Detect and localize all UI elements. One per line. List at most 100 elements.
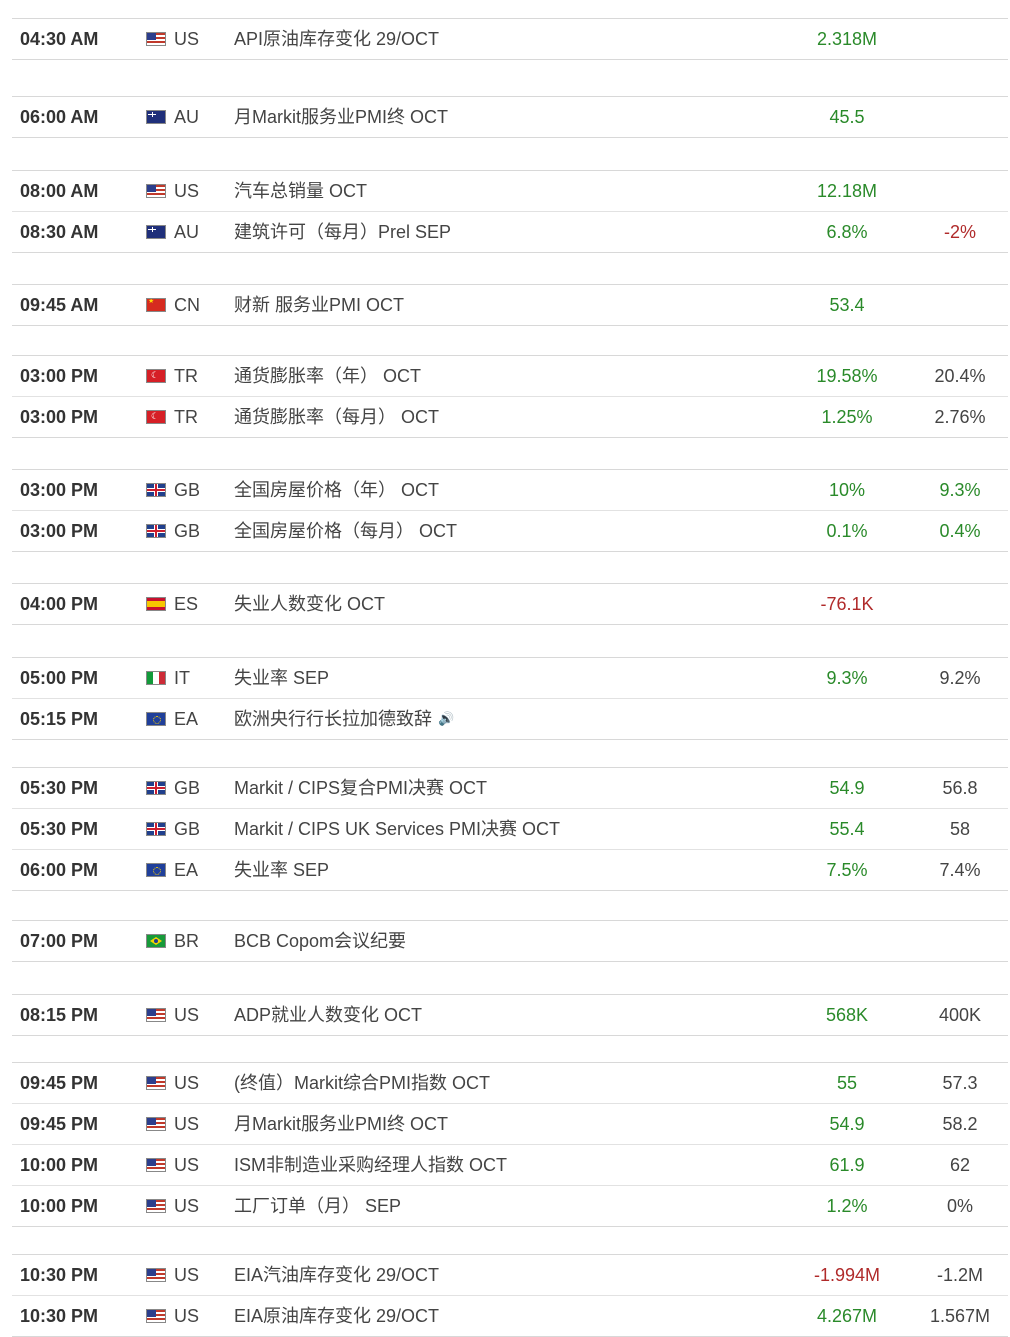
cn-flag-icon xyxy=(146,298,166,312)
event-name[interactable]: 欧洲央行行长拉加德致辞 🔊 xyxy=(234,699,454,739)
event-row[interactable]: 08:30 AM AU 建筑许可（每月）Prel SEP 6.8% -2% xyxy=(12,211,1008,253)
previous-value xyxy=(912,97,1008,137)
event-row[interactable]: 05:15 PM EA 欧洲央行行长拉加德致辞 🔊 xyxy=(12,698,1008,740)
event-time: 03:00 PM xyxy=(20,366,99,386)
event-name-text: 通货膨胀率（每月） OCT xyxy=(234,407,439,427)
event-name[interactable]: 工厂订单（月） SEP xyxy=(234,1186,401,1226)
country-code: US xyxy=(174,1005,200,1025)
country-code: TR xyxy=(174,366,198,386)
event-name-text: (终值）Markit综合PMI指数 OCT xyxy=(234,1073,490,1093)
event-row[interactable]: 06:00 AM AU 月Markit服务业PMI终 OCT 45.5 xyxy=(12,96,1008,138)
event-name-text: 工厂订单（月） SEP xyxy=(234,1196,402,1216)
event-name[interactable]: 失业率 SEP xyxy=(234,658,329,698)
event-name[interactable]: ADP就业人数变化 OCT xyxy=(234,995,422,1035)
event-row[interactable]: 10:00 PM US 工厂订单（月） SEP 1.2% 0% xyxy=(12,1185,1008,1227)
event-time: 04:00 PM xyxy=(20,594,99,614)
event-name[interactable]: ISM非制造业采购经理人指数 OCT xyxy=(234,1145,507,1185)
event-name-text: ISM非制造业采购经理人指数 OCT xyxy=(234,1155,507,1175)
event-name-text: 失业率 SEP xyxy=(234,860,330,880)
event-name[interactable]: 全国房屋价格（年） OCT xyxy=(234,470,439,510)
event-name[interactable]: 财新 服务业PMI OCT xyxy=(234,285,404,325)
country-code: US xyxy=(174,1265,200,1285)
country-code: US xyxy=(174,29,200,49)
actual-value: 9.3% xyxy=(826,668,868,688)
previous-value: 0.4% xyxy=(939,521,981,541)
event-name[interactable]: (终值）Markit综合PMI指数 OCT xyxy=(234,1063,490,1103)
event-name[interactable]: Markit / CIPS复合PMI决赛 OCT xyxy=(234,768,487,808)
country-code: AU xyxy=(174,107,200,127)
previous-value: 0% xyxy=(946,1196,973,1216)
au-flag-icon xyxy=(146,225,166,239)
actual-value: 61.9 xyxy=(829,1155,865,1175)
event-row[interactable]: 09:45 AM CN 财新 服务业PMI OCT 53.4 xyxy=(12,284,1008,326)
event-row[interactable]: 04:00 PM ES 失业人数变化 OCT -76.1K xyxy=(12,583,1008,625)
tr-flag-icon xyxy=(146,369,166,383)
it-flag-icon xyxy=(146,671,166,685)
event-time: 04:30 AM xyxy=(20,29,99,49)
event-row[interactable]: 03:00 PM TR 通货膨胀率（年） OCT 19.58% 20.4% xyxy=(12,355,1008,397)
actual-value: -76.1K xyxy=(820,594,874,614)
actual-value: 12.18M xyxy=(816,181,878,201)
previous-value: -2% xyxy=(943,222,976,242)
gb-flag-icon xyxy=(146,822,166,836)
event-name[interactable]: Markit / CIPS UK Services PMI决赛 OCT xyxy=(234,809,560,849)
event-name[interactable]: 全国房屋价格（每月） OCT xyxy=(234,511,457,551)
event-row[interactable]: 05:30 PM GB Markit / CIPS UK Services PMI决… xyxy=(12,808,1008,850)
event-row[interactable]: 03:00 PM TR 通货膨胀率（每月） OCT 1.25% 2.76% xyxy=(12,396,1008,438)
event-row[interactable]: 07:00 PM BR BCB Copom会议纪要 xyxy=(12,920,1008,962)
actual-value: 54.9 xyxy=(829,778,865,798)
us-flag-icon xyxy=(146,1309,166,1323)
gb-flag-icon xyxy=(146,483,166,497)
event-time: 08:30 AM xyxy=(20,222,99,242)
actual-value: 1.25% xyxy=(821,407,873,427)
event-name[interactable]: EIA原油库存变化 29/OCT xyxy=(234,1296,439,1336)
event-name[interactable]: API原油库存变化 29/OCT xyxy=(234,19,439,59)
event-name[interactable]: 通货膨胀率（年） OCT xyxy=(234,356,421,396)
event-name[interactable]: 建筑许可（每月）Prel SEP xyxy=(234,212,451,252)
event-row[interactable]: 08:00 AM US 汽车总销量 OCT 12.18M xyxy=(12,170,1008,212)
event-row[interactable]: 10:30 PM US EIA汽油库存变化 29/OCT -1.994M -1.2M xyxy=(12,1254,1008,1296)
gb-flag-icon xyxy=(146,781,166,795)
event-row[interactable]: 09:45 PM US (终值）Markit综合PMI指数 OCT 55 57.3 xyxy=(12,1062,1008,1104)
event-name-text: Markit / CIPS复合PMI决赛 OCT xyxy=(234,778,488,798)
event-row[interactable]: 09:45 PM US 月Markit服务业PMI终 OCT 54.9 58.2 xyxy=(12,1103,1008,1145)
event-name[interactable]: 汽车总销量 OCT xyxy=(234,171,367,211)
actual-value: -1.994M xyxy=(813,1265,881,1285)
event-row[interactable]: 05:00 PM IT 失业率 SEP 9.3% 9.2% xyxy=(12,657,1008,699)
us-flag-icon xyxy=(146,1158,166,1172)
event-time: 10:00 PM xyxy=(20,1196,99,1216)
event-name[interactable]: 失业人数变化 OCT xyxy=(234,584,385,624)
event-name[interactable]: 月Markit服务业PMI终 OCT xyxy=(234,1104,448,1144)
event-time: 08:15 PM xyxy=(20,1005,99,1025)
event-row[interactable]: 04:30 AM US API原油库存变化 29/OCT 2.318M xyxy=(12,18,1008,60)
event-row[interactable]: 10:30 PM US EIA原油库存变化 29/OCT 4.267M 1.567M xyxy=(12,1295,1008,1337)
event-row[interactable]: 06:00 PM EA 失业率 SEP 7.5% 7.4% xyxy=(12,849,1008,891)
event-time: 03:00 PM xyxy=(20,521,99,541)
event-row[interactable]: 03:00 PM GB 全国房屋价格（年） OCT 10% 9.3% xyxy=(12,469,1008,511)
event-name[interactable]: 月Markit服务业PMI终 OCT xyxy=(234,97,448,137)
country-code: AU xyxy=(174,222,200,242)
event-name[interactable]: 通货膨胀率（每月） OCT xyxy=(234,397,439,437)
actual-value: 0.1% xyxy=(826,521,868,541)
previous-value: 58 xyxy=(949,819,971,839)
event-name-text: 失业人数变化 OCT xyxy=(234,594,385,614)
event-name-text: Markit / CIPS UK Services PMI决赛 OCT xyxy=(234,819,561,839)
event-row[interactable]: 10:00 PM US ISM非制造业采购经理人指数 OCT 61.9 62 xyxy=(12,1144,1008,1186)
event-name[interactable]: EIA汽油库存变化 29/OCT xyxy=(234,1255,439,1295)
previous-value: 2.76% xyxy=(934,407,986,427)
event-row[interactable]: 05:30 PM GB Markit / CIPS复合PMI决赛 OCT 54.9 56… xyxy=(12,767,1008,809)
tr-flag-icon xyxy=(146,410,166,424)
event-time: 07:00 PM xyxy=(20,931,99,951)
event-row[interactable]: 03:00 PM GB 全国房屋价格（每月） OCT 0.1% 0.4% xyxy=(12,510,1008,552)
speaker-icon[interactable]: 🔊 xyxy=(438,711,455,726)
event-time: 10:30 PM xyxy=(20,1306,99,1326)
event-name-text: 建筑许可（每月）Prel SEP xyxy=(234,222,452,242)
event-name[interactable]: 失业率 SEP xyxy=(234,850,329,890)
event-name-text: BCB Copom会议纪要 xyxy=(234,931,407,951)
event-row[interactable]: 08:15 PM US ADP就业人数变化 OCT 568K 400K xyxy=(12,994,1008,1036)
event-name[interactable]: BCB Copom会议纪要 xyxy=(234,921,406,961)
event-time: 06:00 AM xyxy=(20,107,99,127)
gb-flag-icon xyxy=(146,524,166,538)
previous-value: 20.4% xyxy=(934,366,986,386)
previous-value xyxy=(912,584,1008,624)
